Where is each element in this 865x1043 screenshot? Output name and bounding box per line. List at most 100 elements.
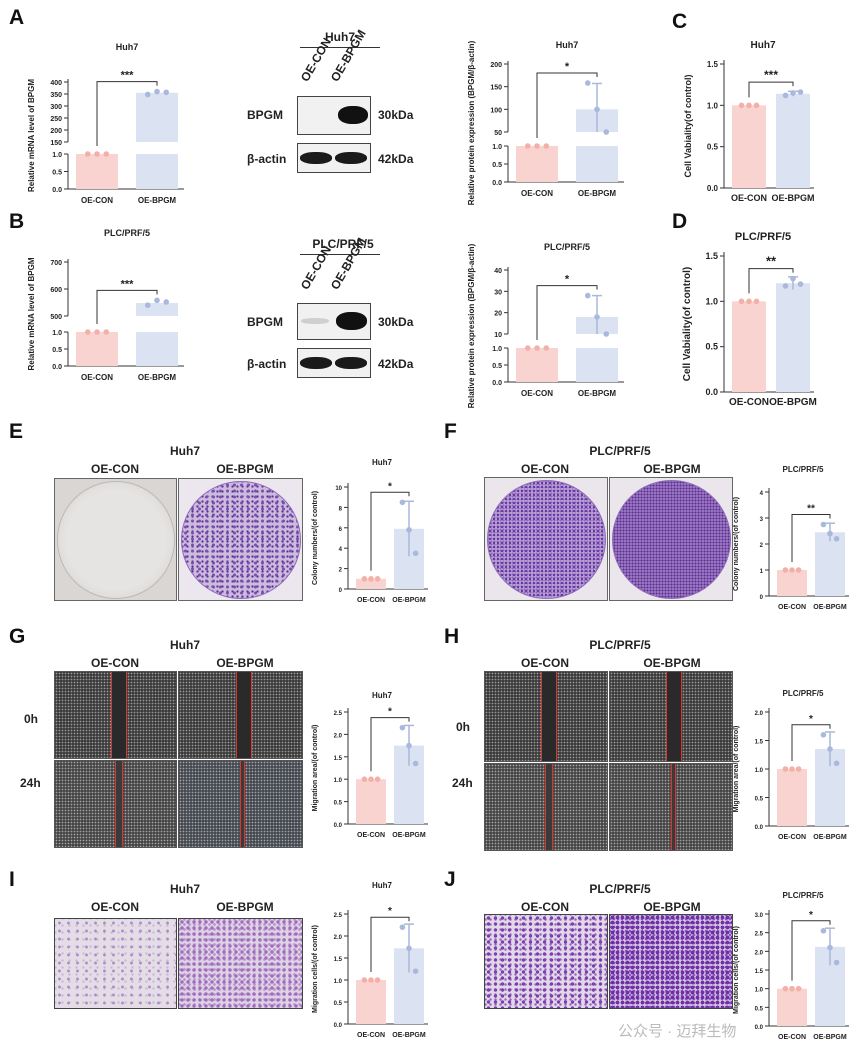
data-point xyxy=(368,977,374,983)
significance-bracket xyxy=(96,289,158,324)
data-point xyxy=(543,345,550,351)
data-point xyxy=(594,314,600,320)
chart-title: PLC/PRF/5 xyxy=(104,228,150,238)
x-tick-label: OE-CON xyxy=(778,604,806,611)
scratch-gap xyxy=(671,764,676,850)
significance-bracket xyxy=(748,268,794,294)
x-tick-label: OE-BPGM xyxy=(813,604,847,611)
scratch-image-24h xyxy=(54,760,177,848)
x-tick-label: OE-CON xyxy=(81,373,113,382)
x-tick-label: OE-CON xyxy=(778,1034,806,1041)
time-label: 24h xyxy=(452,776,473,790)
significance-bracket xyxy=(791,724,831,761)
significance-marker: * xyxy=(565,61,570,73)
chart-title: PLC/PRF/5 xyxy=(783,689,824,698)
data-point xyxy=(782,985,789,992)
y-tick-label: 0.5 xyxy=(755,797,764,803)
x-tick-label: OE-BPGM xyxy=(392,1032,426,1039)
data-point xyxy=(94,151,100,157)
y-tick-label: 200 xyxy=(50,128,62,135)
chart-e-colony: Huh7 Colony numbers/(of control) 10 8 6 4 2 0 OE… xyxy=(312,458,428,604)
panel-label-i: I xyxy=(9,868,15,891)
data-point xyxy=(782,567,789,573)
y-tick-label: 0.0 xyxy=(52,364,62,371)
group-label: OE-BPGM xyxy=(216,656,274,670)
x-tick-label: OE-BPGM xyxy=(771,193,814,203)
panel-label-f: F xyxy=(444,420,457,443)
x-tick-label: OE-CON xyxy=(357,832,385,839)
bar-oe-bpgm xyxy=(136,303,178,316)
data-point xyxy=(789,567,795,573)
bar-oe-bpgm xyxy=(776,283,810,392)
blot-strip-bpgm xyxy=(297,303,371,340)
y-tick-label: 0.0 xyxy=(52,187,62,194)
blot-cell-line: PLC/PRF/5 xyxy=(312,237,374,251)
group-label: OE-BPGM xyxy=(216,900,274,914)
y-axis-label: Migration cells/(of control) xyxy=(312,925,319,1013)
transwell-image xyxy=(484,914,608,1009)
data-point xyxy=(820,928,827,934)
bar-oe-con xyxy=(356,578,386,589)
data-point xyxy=(103,151,110,157)
data-point xyxy=(790,275,796,282)
bar-oe-bpgm xyxy=(136,332,178,366)
y-tick-label: 2.5 xyxy=(755,932,764,938)
significance-marker: *** xyxy=(764,68,778,82)
cell-line-title: Huh7 xyxy=(170,882,200,896)
y-tick-label: 4 xyxy=(339,547,343,553)
cell-line-title: PLC/PRF/5 xyxy=(589,882,651,896)
data-point xyxy=(103,329,110,335)
y-tick-label: 30 xyxy=(494,289,502,296)
data-point xyxy=(782,283,789,289)
data-point xyxy=(361,776,368,782)
y-tick-label: 0 xyxy=(339,588,343,594)
significance-bracket xyxy=(96,81,158,146)
data-point xyxy=(412,968,419,974)
data-point xyxy=(94,329,100,335)
x-tick-label: OE-CON xyxy=(357,1032,385,1039)
significance-marker: * xyxy=(565,274,570,286)
chart-b-mrna: PLC/PRF/5 Relative mRNA level of BPGM 700 6… xyxy=(27,228,184,382)
x-tick-label: OE-CON xyxy=(81,196,113,205)
scratch-gap xyxy=(541,672,557,761)
chart-g-migration: Huh7 Migration area/(of control) 2.5 2.0 1.5… xyxy=(312,691,428,839)
data-point xyxy=(746,298,752,305)
blot-bracket xyxy=(300,47,380,48)
watermark: 公众号 · 迈拜生物 xyxy=(618,1023,737,1040)
data-point xyxy=(374,776,381,782)
data-point xyxy=(789,985,795,992)
data-point xyxy=(399,724,406,731)
scratch-gap xyxy=(240,761,245,847)
y-tick-label: 20 xyxy=(494,311,502,318)
blot-cell-line: Huh7 xyxy=(325,30,355,44)
y-tick-label: 1.5 xyxy=(334,756,343,762)
y-tick-label: 0.5 xyxy=(52,170,62,177)
data-point xyxy=(374,576,381,582)
chart-h-migration: PLC/PRF/5 Migration area/(of control) 2.0 1… xyxy=(733,689,849,841)
significance-bracket xyxy=(791,514,831,562)
blot-band xyxy=(338,106,368,124)
significance-marker: *** xyxy=(121,278,135,290)
y-tick-label: 0.0 xyxy=(705,387,718,397)
significance-bracket xyxy=(370,717,410,772)
y-tick-label: 0.0 xyxy=(334,1023,343,1029)
y-tick-label: 0.5 xyxy=(492,363,502,370)
well xyxy=(181,481,301,599)
data-point xyxy=(790,90,796,96)
data-point xyxy=(84,329,91,335)
data-point xyxy=(543,143,550,149)
y-tick-label: 0 xyxy=(760,595,764,601)
y-tick-label: 2 xyxy=(339,568,343,574)
significance-marker: * xyxy=(809,714,813,725)
x-tick-label: OE-CON xyxy=(778,834,806,841)
time-label: 0h xyxy=(456,720,471,734)
y-tick-label: 4 xyxy=(760,491,764,497)
data-point xyxy=(412,550,419,557)
x-tick-label: OE-CON xyxy=(521,389,553,398)
data-point xyxy=(412,760,419,767)
y-axis-label: Relative protein expression (BPGM/β-acti… xyxy=(467,243,476,408)
panel-label-d: D xyxy=(672,210,688,233)
data-point xyxy=(789,766,795,772)
scratch-gap xyxy=(545,764,553,850)
chart-title: Huh7 xyxy=(116,42,139,52)
